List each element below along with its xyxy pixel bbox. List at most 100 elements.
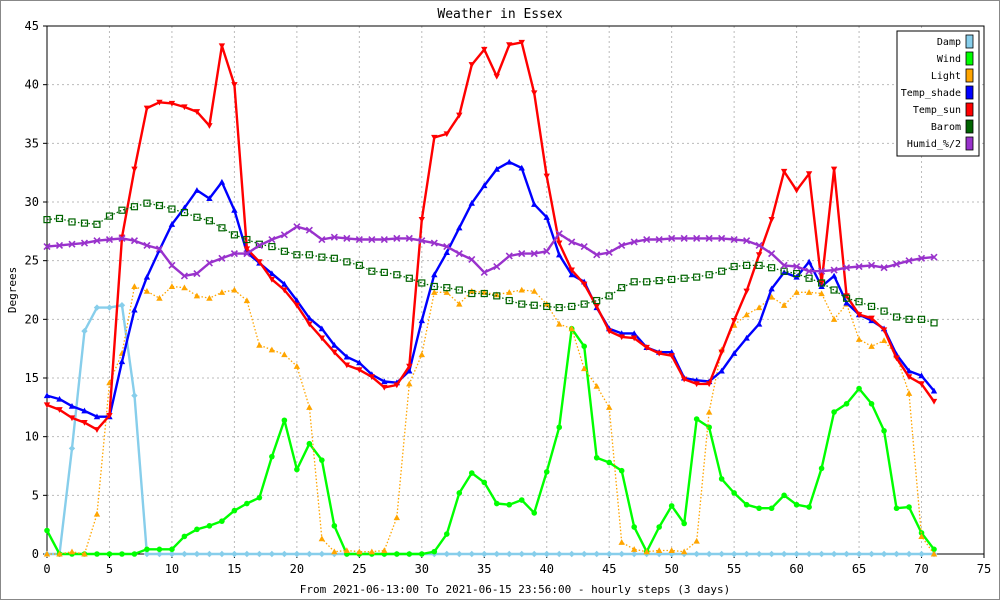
series-damp-point: [81, 327, 88, 335]
legend: Damp Wind Light Temp_shade Temp_sun Barom Humi…: [896, 30, 980, 157]
series-light-point: [231, 286, 238, 293]
series-light-point: [581, 365, 588, 372]
series-wind-point: [456, 490, 463, 496]
series-temp-shade-point: [568, 271, 575, 278]
series-wind-point: [656, 524, 662, 530]
chart-title: Weather in Essex: [437, 7, 562, 22]
series-light-point: [56, 550, 63, 557]
series-wind-point: [806, 504, 812, 510]
series-wind-point: [881, 428, 887, 434]
series-damp-point: [118, 302, 126, 309]
series-humid-2-point: [55, 241, 64, 249]
series-barom-point: [118, 206, 126, 214]
series-barom-point: [368, 267, 376, 275]
series-temp-sun-point: [830, 166, 838, 173]
series-damp-point: [243, 550, 251, 558]
series-temp-sun-point: [581, 281, 588, 288]
series-damp-point: [281, 550, 288, 558]
series-damp-point: [768, 550, 775, 558]
series-humid-2-point: [218, 254, 226, 262]
series-humid-2-point: [430, 239, 438, 247]
legend-label: Light: [931, 71, 961, 82]
series-temp-sun-point: [131, 166, 138, 173]
series-temp-shade-point: [506, 158, 513, 165]
series-temp-shade-point: [231, 207, 238, 213]
series-humid-2-point: [318, 235, 326, 244]
series-light-point: [443, 289, 450, 295]
series-light-point: [868, 343, 875, 349]
series-temp-shade-point: [843, 299, 850, 306]
series-light-point: [43, 550, 51, 557]
series-wind-point: [44, 527, 50, 534]
series-wind-point: [518, 497, 525, 503]
series-humid-2-point: [855, 262, 863, 271]
series-damp-point: [630, 550, 638, 558]
series-humid-2-point: [168, 261, 176, 269]
series-wind-point: [406, 551, 413, 557]
series-wind-point: [581, 343, 588, 350]
series-damp-point: [143, 550, 151, 558]
legend-item: Temp_shade: [901, 85, 974, 100]
series-light-point: [880, 337, 888, 344]
series-wind-point: [556, 424, 563, 431]
x-tick-label: 5: [106, 562, 113, 576]
series-barom-point: [130, 203, 139, 211]
x-tick-label: 25: [352, 562, 366, 576]
series-light-point: [630, 546, 638, 552]
series-temp-shade-point: [755, 320, 763, 327]
series-barom-point: [805, 274, 813, 282]
series-light-point: [780, 302, 788, 308]
series-temp-sun-point: [306, 321, 313, 328]
series-wind-point: [631, 524, 637, 530]
series-wind-point: [831, 409, 837, 415]
series-barom-point: [543, 302, 551, 311]
series-humid-2-point: [468, 255, 476, 264]
series-humid-2-point: [280, 231, 288, 239]
legend-label: Damp: [937, 37, 961, 48]
series-damp-point: [306, 550, 313, 558]
series-humid-2: [43, 223, 938, 280]
y-tick-label: 15: [25, 371, 39, 385]
legend-swatch: [965, 34, 974, 49]
series-damp-point: [106, 304, 113, 311]
series-damp-point: [718, 550, 725, 558]
series-temp-sun-point: [431, 134, 438, 141]
series-temp-sun-point: [780, 168, 788, 175]
series-wind-point: [256, 494, 263, 501]
series-temp-shade-point: [431, 271, 438, 278]
series-damp-point: [693, 550, 700, 558]
series-light-point: [131, 283, 138, 290]
series-barom-point: [867, 302, 876, 311]
series-humid-2-point: [555, 230, 563, 238]
series-temp-shade-point: [768, 285, 775, 292]
series-temp-sun-point: [568, 267, 575, 274]
series-barom-point: [568, 302, 576, 311]
series-humid-2-point: [255, 241, 263, 249]
series-humid-2-point: [80, 239, 89, 247]
series-wind-point: [668, 503, 675, 509]
series-light-point: [93, 510, 101, 517]
series-light-point: [531, 287, 538, 294]
series-light-point: [243, 297, 251, 304]
series-barom-point: [468, 289, 476, 298]
series-temp-sun-point: [56, 407, 63, 413]
series-temp-shade-point: [206, 195, 213, 202]
series-humid-2-point: [118, 234, 126, 242]
series-temp-sun-point: [593, 303, 600, 310]
series-damp-point: [606, 550, 613, 558]
series-temp-shade-point: [556, 251, 563, 258]
series-light-point: [618, 539, 625, 545]
series-humid-2-point: [480, 268, 488, 276]
series-barom-point: [143, 199, 151, 207]
x-tick-label: 10: [165, 562, 179, 576]
series-light-point: [456, 300, 463, 307]
y-tick-label: 5: [32, 488, 39, 502]
series-humid-2-point: [768, 250, 776, 258]
series-temp-sun-point: [93, 427, 101, 433]
legend-box: [896, 30, 980, 157]
series-wind-point: [493, 500, 500, 507]
series-temp-sun-point: [643, 344, 650, 351]
series-humid-2-point: [805, 267, 813, 275]
series-temp-sun-point: [343, 362, 351, 369]
